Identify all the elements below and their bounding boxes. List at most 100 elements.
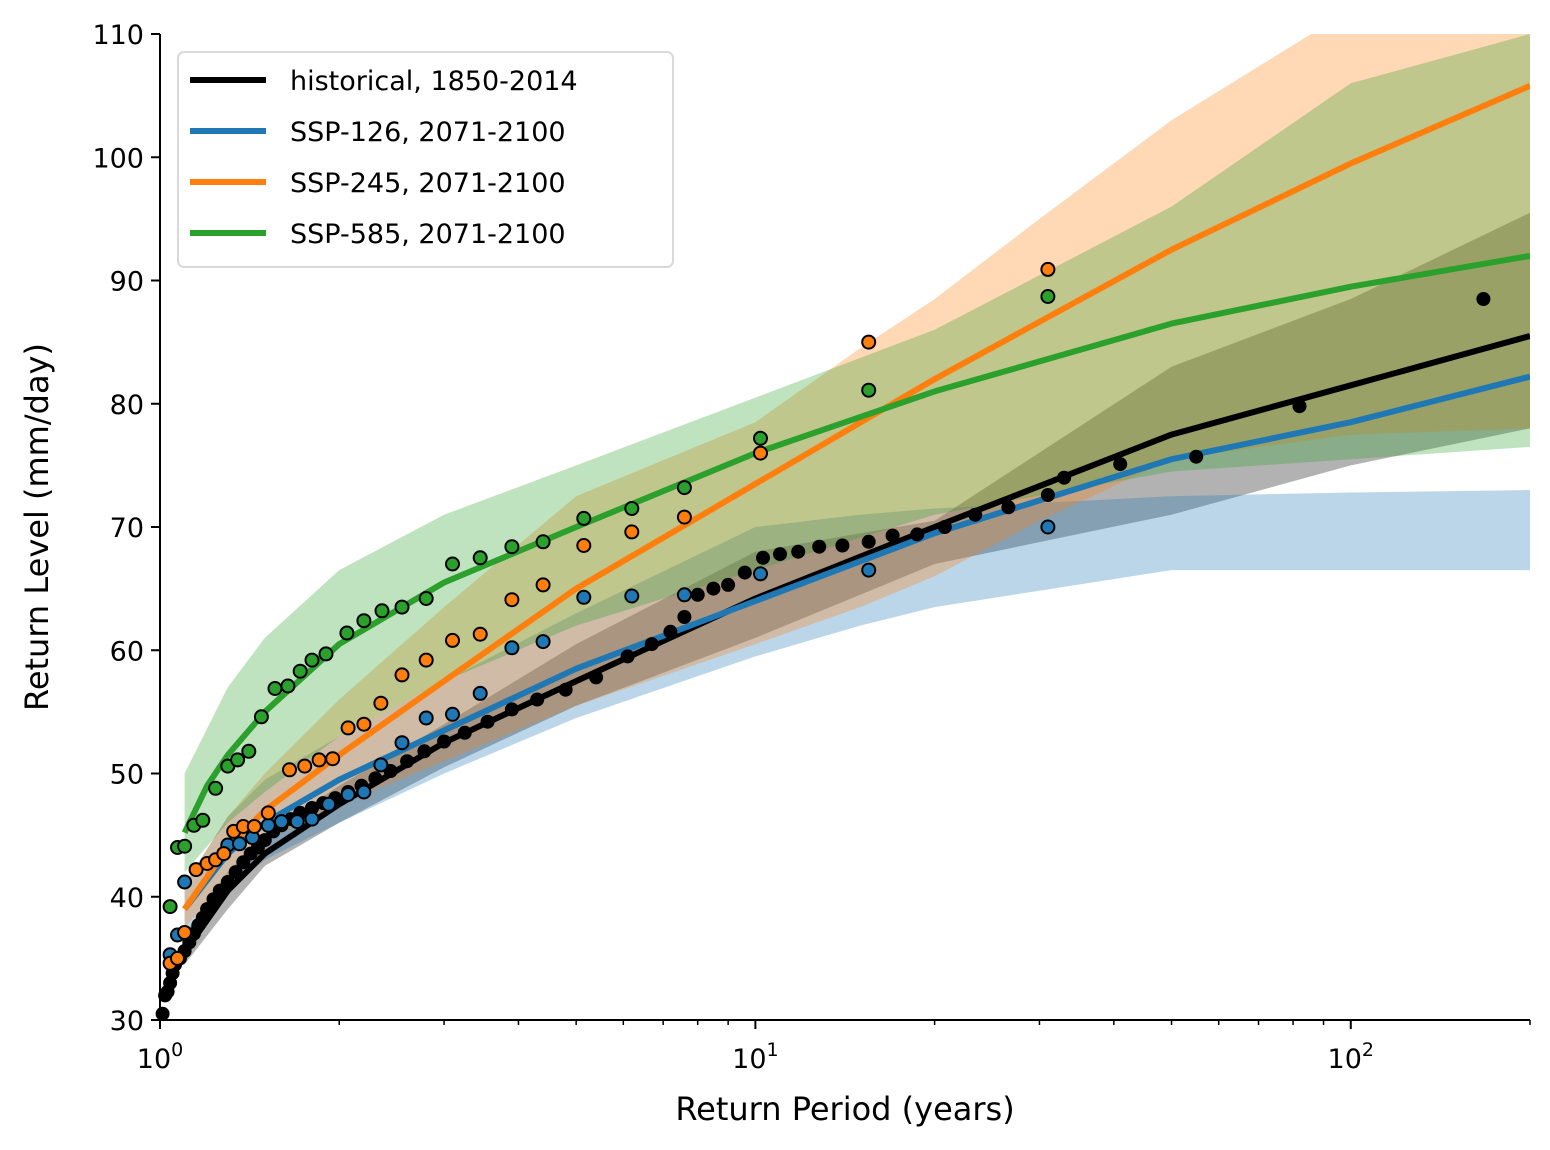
data-point-0	[400, 754, 415, 769]
data-point-0	[368, 771, 383, 786]
data-point-0	[457, 725, 472, 740]
data-point-0	[773, 547, 787, 562]
data-point-3	[304, 652, 320, 668]
data-point-0	[257, 833, 272, 848]
data-point-1	[576, 589, 592, 605]
data-point-2	[188, 862, 204, 878]
data-point-1	[232, 836, 247, 852]
data-point-3	[504, 539, 520, 555]
data-point-1	[472, 685, 488, 701]
data-point-0	[861, 534, 876, 549]
data-point-3	[535, 534, 551, 550]
data-point-1	[504, 640, 520, 656]
data-point-0	[1476, 292, 1491, 306]
data-point-0	[737, 565, 752, 580]
data-point-0	[756, 550, 770, 565]
data-point-0	[305, 801, 319, 815]
data-point-1	[1040, 519, 1056, 535]
data-point-3	[753, 430, 768, 446]
data-point-1	[753, 566, 768, 582]
data-point-1	[445, 706, 460, 722]
data-point-0	[791, 544, 806, 559]
x-axis-label: Return Period (years)	[675, 1090, 1014, 1128]
data-point-0	[910, 527, 925, 542]
data-point-2	[676, 509, 692, 525]
y-tick-label: 70	[110, 513, 144, 544]
data-point-0	[812, 539, 827, 554]
data-point-3	[241, 743, 257, 759]
data-point-0	[690, 587, 705, 602]
y-tick-label: 80	[110, 390, 144, 421]
data-point-2	[177, 925, 193, 940]
data-point-2	[282, 762, 297, 778]
data-point-1	[535, 634, 551, 650]
data-point-1	[340, 787, 356, 802]
data-point-3	[177, 838, 193, 854]
data-point-1	[418, 710, 434, 726]
data-point-3	[394, 599, 410, 615]
data-point-1	[624, 588, 640, 604]
data-point-0	[1040, 488, 1055, 502]
data-point-3	[445, 556, 460, 572]
data-point-2	[373, 695, 389, 711]
data-point-2	[246, 819, 262, 834]
data-point-0	[530, 692, 545, 707]
data-point-2	[504, 592, 520, 608]
data-point-3	[374, 603, 390, 619]
data-point-0	[968, 507, 983, 522]
legend-label-3: SSP-585, 2071-2100	[290, 219, 566, 250]
data-point-3	[253, 709, 269, 725]
data-point-1	[394, 735, 410, 751]
data-point-0	[480, 714, 495, 729]
data-point-3	[472, 550, 488, 566]
data-point-3	[208, 780, 224, 796]
x-tick-label: 101	[732, 1039, 778, 1075]
data-point-2	[297, 758, 313, 774]
data-point-1	[304, 811, 320, 827]
data-point-0	[706, 581, 721, 596]
confidence-band-0	[184, 212, 1530, 965]
data-point-1	[289, 814, 305, 830]
y-tick-label: 100	[92, 143, 144, 174]
data-point-0	[937, 520, 952, 534]
data-point-2	[260, 805, 276, 821]
y-tick-label: 90	[110, 267, 144, 298]
data-point-3	[195, 812, 211, 828]
data-point-0	[1057, 470, 1072, 485]
confidence-band-3	[184, 34, 1530, 873]
data-point-0	[589, 670, 604, 685]
data-point-1	[321, 796, 337, 812]
data-point-0	[721, 577, 736, 592]
data-point-3	[267, 681, 283, 696]
data-point-2	[624, 524, 640, 540]
data-point-0	[220, 875, 235, 889]
data-point-3	[162, 899, 178, 915]
data-point-3	[676, 480, 692, 496]
data-point-2	[418, 652, 434, 668]
x-tick-label: 102	[1328, 1039, 1374, 1075]
y-axis-label: Return Level (mm/day)	[18, 343, 56, 711]
data-point-0	[1001, 500, 1016, 515]
legend: historical, 1850-2014 SSP-126, 2071-2100 S…	[177, 51, 674, 268]
legend-label-0: historical, 1850-2014	[290, 66, 578, 97]
y-tick-label: 30	[110, 1006, 144, 1037]
data-point-0	[228, 865, 243, 880]
data-point-2	[356, 716, 372, 732]
y-tick-label: 40	[110, 883, 144, 914]
data-point-0	[1113, 457, 1128, 472]
data-point-0	[558, 682, 573, 697]
axis-ticks: 30 40 50 60 70 80 90 100 110 100 101 102	[92, 20, 1531, 1075]
data-point-0	[620, 649, 635, 664]
y-tick-label: 110	[92, 20, 144, 51]
data-point-3	[418, 591, 434, 606]
data-point-3	[318, 646, 334, 662]
data-point-2	[576, 538, 592, 553]
data-point-0	[885, 528, 900, 543]
data-point-0	[200, 902, 215, 917]
data-point-2	[340, 720, 356, 736]
data-point-2	[753, 445, 768, 461]
y-tick-label: 60	[110, 636, 144, 667]
data-point-3	[292, 663, 308, 679]
data-point-3	[230, 752, 246, 768]
data-point-2	[394, 667, 410, 683]
